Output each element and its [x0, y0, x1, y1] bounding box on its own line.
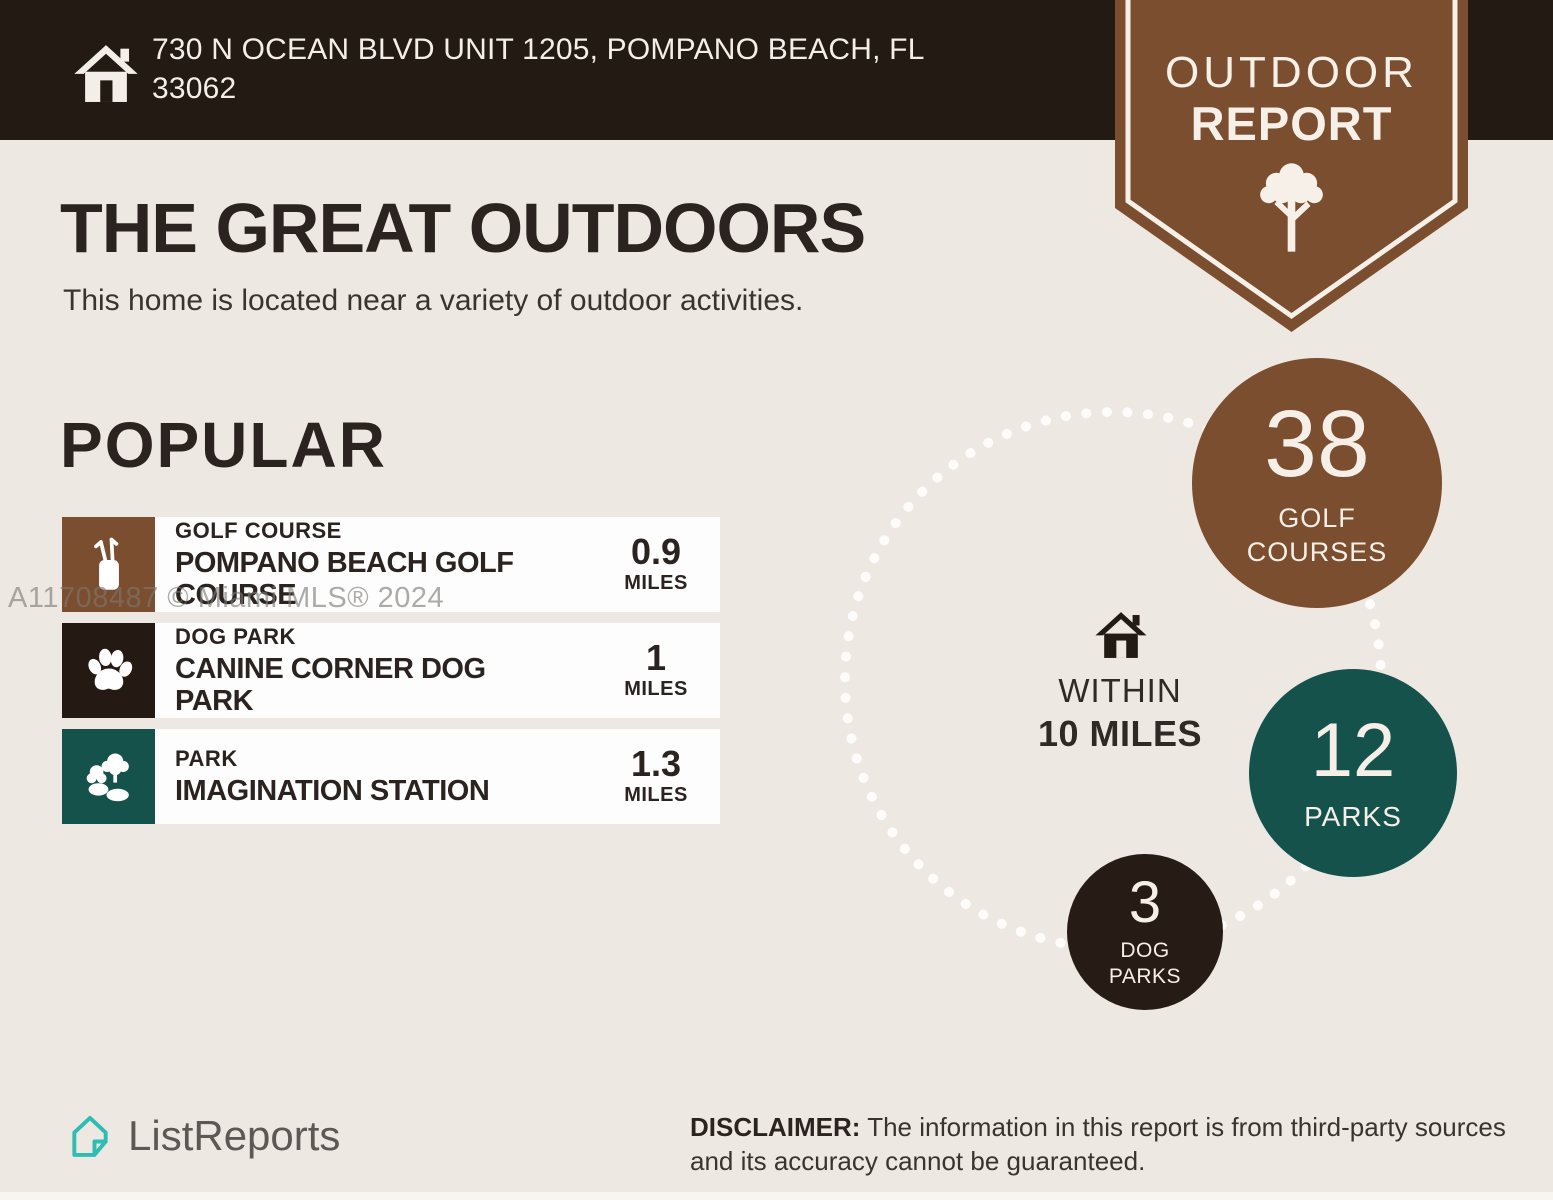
stat-parks: 12 PARKS [1249, 669, 1457, 877]
place-category: GOLF COURSE [175, 517, 342, 543]
place-distance-block: 0.9 MILES [608, 534, 704, 595]
disclaimer-label: DISCLAIMER: [690, 1112, 861, 1142]
page-subtitle: This home is located near a variety of o… [63, 284, 804, 317]
disclaimer-text: DISCLAIMER: The information in this repo… [690, 1110, 1510, 1179]
place-tile [62, 623, 155, 718]
badge-title-line1: OUTDOOR [1165, 48, 1418, 97]
place-distance-block: 1 MILES [608, 640, 704, 701]
place-name: CANINE CORNER DOG PARK [175, 652, 486, 717]
listreports-logo-icon [72, 1116, 108, 1157]
stat-label-line1: GOLF [1278, 502, 1356, 533]
place-info: PARK IMAGINATION STATION 1.3 MILES [155, 729, 720, 824]
home-marker-icon [1095, 612, 1147, 658]
property-address: 730 N OCEAN BLVD UNIT 1205, POMPANO BEAC… [152, 30, 1052, 108]
stat-label: PARKS [1304, 799, 1402, 834]
place-tile [62, 517, 155, 612]
stat-label: GOLF COURSES [1247, 502, 1388, 570]
radius-label: WITHIN 10 MILES [1015, 672, 1225, 755]
stat-label-line1: PARKS [1304, 800, 1402, 832]
distance-value: 1.3 [630, 743, 682, 784]
radius-label-line1: WITHIN [1058, 672, 1182, 709]
distance-value: 1 [645, 637, 667, 678]
place-row-park: PARK IMAGINATION STATION 1.3 MILES [62, 729, 720, 824]
place-info: DOG PARK CANINE CORNER DOG PARK 1 MILES [155, 623, 720, 718]
paw-icon [87, 648, 132, 690]
mls-watermark: A11708487 © Miami MLS® 2024 [8, 582, 445, 614]
stat-label-line1: DOG [1120, 938, 1170, 962]
listreports-brand-name: ListReports [128, 1112, 341, 1159]
place-category: DOG PARK [175, 623, 296, 649]
place-row-golf-course: GOLF COURSE POMPANO BEACH GOLF COURSE 0.… [62, 517, 720, 612]
place-name: POMPANO BEACH GOLF COURSE [175, 546, 514, 611]
place-distance-block: 1.3 MILES [608, 746, 704, 807]
stat-value: 38 [1264, 390, 1370, 497]
stat-value: 12 [1310, 707, 1396, 793]
popular-heading: POPULAR [60, 409, 387, 481]
distance-value: 0.9 [630, 531, 682, 572]
park-icon [86, 752, 129, 801]
disclaimer-body: The information in this report is from t… [690, 1112, 1506, 1177]
distance-unit: MILES [624, 784, 688, 806]
badge-title-line2: REPORT [1190, 97, 1393, 150]
stat-dog-parks: 3 DOG PARKS [1067, 854, 1223, 1010]
stat-label: DOG PARKS [1109, 938, 1181, 991]
bottom-edge-strip [0, 1192, 1553, 1200]
place-row-dog-park: DOG PARK CANINE CORNER DOG PARK 1 MILES [62, 623, 720, 718]
stat-value: 3 [1128, 869, 1162, 935]
stat-golf-courses: 38 GOLF COURSES [1192, 358, 1442, 608]
address-line-2: 33062 [152, 72, 237, 105]
radius-label-line2: 10 MILES [1037, 713, 1203, 754]
tree-icon [1260, 163, 1323, 252]
page-title: THE GREAT OUTDOORS [60, 189, 866, 267]
address-line-1: 730 N OCEAN BLVD UNIT 1205, POMPANO BEAC… [152, 33, 925, 66]
golf-bag-icon [93, 537, 119, 590]
house-icon [74, 45, 138, 102]
place-tile [62, 729, 155, 824]
distance-unit: MILES [624, 678, 688, 700]
distance-unit: MILES [624, 572, 688, 594]
outdoor-report-badge: OUTDOOR REPORT [1115, 0, 1468, 334]
place-name: IMAGINATION STATION [175, 774, 490, 807]
place-category: PARK [175, 745, 238, 771]
stat-label-line2: COURSES [1246, 536, 1388, 567]
stat-label-line2: PARKS [1108, 965, 1182, 988]
place-info: GOLF COURSE POMPANO BEACH GOLF COURSE 0.… [155, 517, 720, 612]
